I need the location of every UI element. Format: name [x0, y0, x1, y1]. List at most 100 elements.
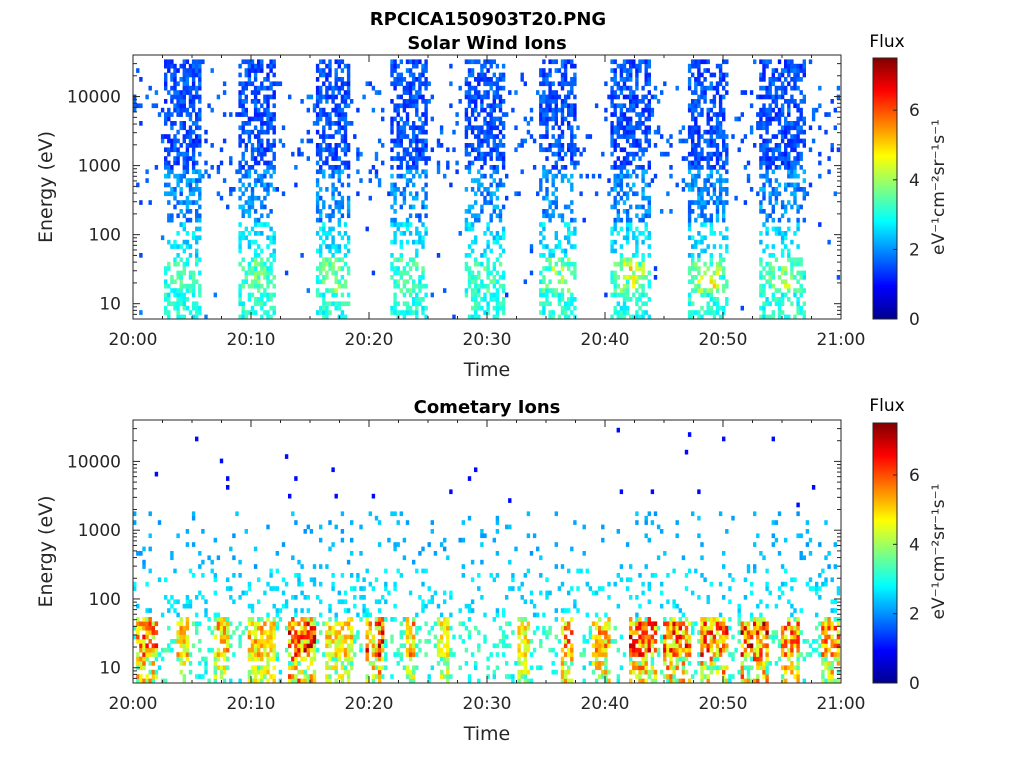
- heatmap-cell: [390, 222, 394, 227]
- heatmap-cell: [210, 568, 214, 574]
- heatmap-cell: [579, 191, 583, 197]
- heatmap-cell: [269, 621, 273, 627]
- heatmap-cell: [253, 116, 258, 122]
- heatmap-cell: [638, 231, 642, 236]
- heatmap-cell: [796, 72, 800, 78]
- heatmap-cell: [740, 138, 744, 144]
- heatmap-cell: [421, 94, 425, 100]
- heatmap-cell: [520, 621, 524, 627]
- heatmap-cell: [749, 129, 754, 135]
- heatmap-cell: [622, 116, 627, 122]
- heatmap-cell: [709, 217, 713, 223]
- heatmap-cell: [173, 143, 177, 148]
- heatmap-cell: [492, 617, 496, 622]
- heatmap-cell: [570, 270, 574, 276]
- heatmap-cell: [495, 292, 500, 298]
- heatmap-cell: [725, 156, 729, 161]
- heatmap-cell: [625, 116, 630, 122]
- heatmap-cell: [492, 178, 496, 183]
- heatmap-cell: [709, 195, 713, 201]
- heatmap-cell: [185, 244, 190, 249]
- heatmap-cell: [477, 138, 481, 144]
- heatmap-cell: [343, 121, 348, 126]
- heatmap-cell: [514, 147, 518, 153]
- heatmap-cell: [715, 125, 720, 131]
- heatmap-cell: [691, 261, 695, 267]
- heatmap-cell: [418, 129, 422, 135]
- heatmap-cell: [393, 652, 397, 657]
- heatmap-cell: [784, 143, 788, 148]
- heatmap-cell: [725, 226, 729, 232]
- heatmap-cell: [170, 213, 174, 219]
- heatmap-cell: [439, 639, 444, 644]
- heatmap-cell: [644, 310, 648, 315]
- heatmap-cell: [374, 90, 379, 95]
- heatmap-cell: [319, 143, 323, 148]
- heatmap-cell: [157, 652, 162, 657]
- heatmap-cell: [393, 617, 397, 622]
- heatmap-cell: [777, 297, 782, 302]
- heatmap-cell: [260, 625, 264, 631]
- heatmap-cell: [238, 169, 242, 175]
- heatmap-cell: [381, 116, 385, 122]
- heatmap-cell: [334, 652, 338, 657]
- heatmap-cell: [464, 288, 469, 293]
- heatmap-cell: [712, 297, 717, 302]
- heatmap-cell: [260, 639, 264, 644]
- heatmap-cell: [697, 138, 701, 144]
- heatmap-cell: [430, 147, 434, 153]
- heatmap-cell: [467, 275, 472, 280]
- heatmap-cell: [796, 138, 800, 144]
- heatmap-cell: [346, 68, 351, 73]
- heatmap-cell: [464, 112, 469, 117]
- heatmap-cell: [635, 138, 639, 144]
- heatmap-cell: [412, 643, 416, 649]
- heatmap-cell: [191, 143, 196, 148]
- heatmap-cell: [567, 226, 571, 232]
- heatmap-cell: [765, 213, 769, 219]
- heatmap-cell: [709, 310, 713, 315]
- heatmap-cell: [412, 617, 416, 622]
- heatmap-cell: [687, 182, 692, 188]
- heatmap-cell: [799, 261, 803, 267]
- heatmap-cell: [346, 652, 351, 657]
- heatmap-cell: [818, 103, 822, 109]
- heatmap-cell: [762, 72, 766, 78]
- heatmap-cell: [784, 125, 788, 131]
- heatmap-cell: [241, 59, 245, 65]
- heatmap-cell: [198, 213, 202, 219]
- heatmap-cell: [474, 661, 478, 666]
- heatmap-cell: [306, 138, 310, 144]
- heatmap-cell: [495, 270, 500, 276]
- heatmap-cell: [486, 283, 490, 289]
- heatmap-cell: [328, 63, 332, 69]
- heatmap-cell: [247, 297, 252, 302]
- heatmap-cell: [706, 121, 710, 126]
- heatmap-cell: [523, 138, 527, 144]
- heatmap-cell: [706, 301, 710, 307]
- heatmap-cell: [694, 160, 698, 166]
- heatmap-cell: [613, 112, 617, 117]
- heatmap-cell: [570, 301, 574, 307]
- heatmap-cell: [213, 674, 217, 679]
- heatmap-cell: [492, 81, 496, 87]
- heatmap-cell: [790, 77, 794, 82]
- heatmap-cell: [421, 72, 425, 78]
- heatmap-cell: [198, 551, 202, 556]
- heatmap-cell: [297, 630, 301, 635]
- heatmap-cell: [396, 652, 400, 657]
- heatmap-cell: [241, 266, 245, 271]
- heatmap-cell: [768, 77, 772, 82]
- heatmap-cell: [715, 217, 720, 223]
- heatmap-cell: [238, 160, 242, 166]
- heatmap-cell: [498, 235, 503, 241]
- heatmap-cell: [201, 529, 205, 534]
- heatmap-cell: [501, 165, 506, 170]
- heatmap-cell: [260, 669, 264, 675]
- heatmap-cell: [492, 643, 496, 649]
- heatmap-cell: [257, 231, 261, 236]
- heatmap-cell: [799, 305, 803, 311]
- heatmap-cell: [762, 182, 766, 188]
- heatmap-cell: [424, 160, 428, 166]
- heatmap-cell: [480, 165, 484, 170]
